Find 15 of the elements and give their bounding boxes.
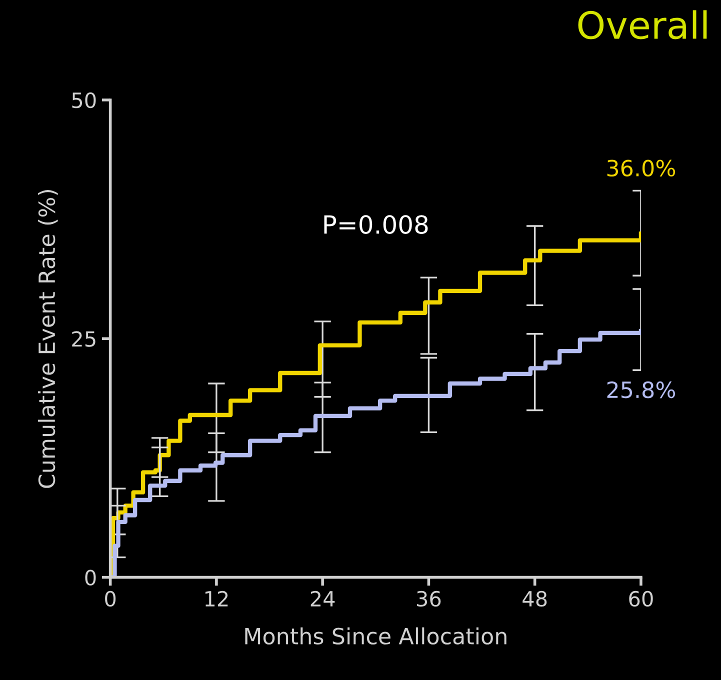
x-tick-label: 12 <box>205 590 228 606</box>
annotation: P=0.008 <box>324 215 428 234</box>
annotation: 25.8% <box>607 381 676 398</box>
chart-title: Overall <box>578 10 707 40</box>
y-axis-title: Cumulative Event Rate (%) <box>38 190 58 488</box>
x-tick-label: 48 <box>522 590 547 607</box>
x-tick-label: 60 <box>629 590 653 607</box>
annotation: 36.0% <box>607 160 676 177</box>
y-tick-label: 0 <box>85 570 96 586</box>
x-tick-label: 36 <box>417 590 441 607</box>
y-tick-label: 50 <box>72 92 96 108</box>
y-tick-label: 25 <box>72 331 96 347</box>
x-tick-label: 0 <box>105 590 116 607</box>
x-axis-title: Months Since Allocation <box>245 627 506 645</box>
x-tick-label: 24 <box>310 590 335 606</box>
